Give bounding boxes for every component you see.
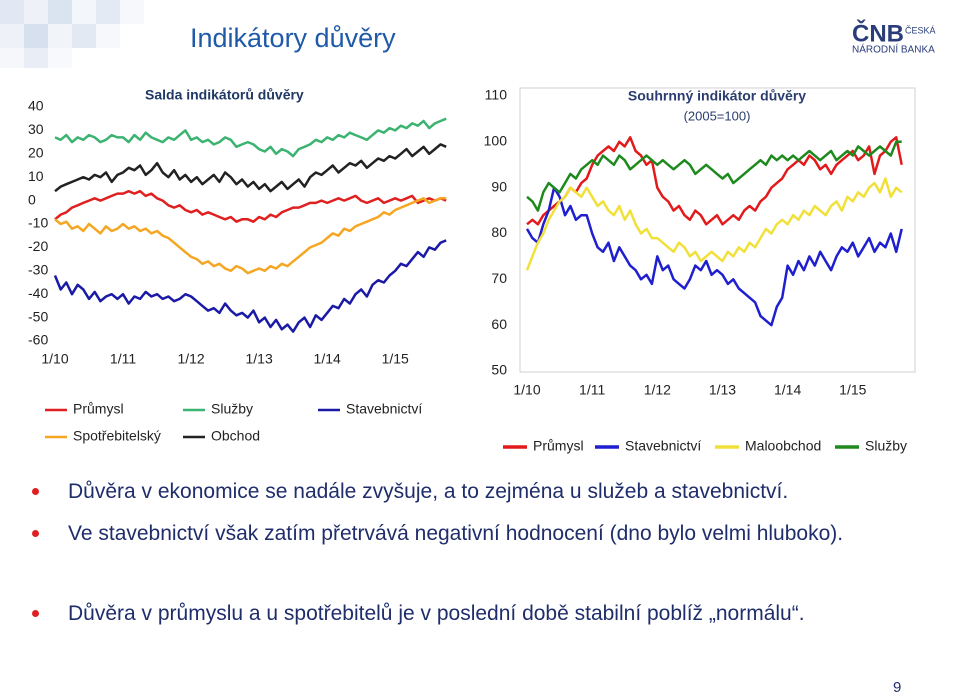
x-tick-label: 1/15 [382,351,409,367]
y-tick-label: 50 [491,362,507,378]
chart-title: Souhrnný indikátor důvěry [628,88,806,104]
series-line [525,186,903,327]
legend-label: Spotřebitelský [73,428,161,444]
x-tick-label: 1/10 [513,382,540,398]
legend-label: Služby [865,438,907,454]
legend-label: Maloobchod [745,438,821,454]
series-line [525,177,903,271]
y-tick-label: 100 [484,133,508,149]
y-tick-label: 0 [28,191,36,207]
y-tick-label: -30 [28,262,48,278]
x-tick-label: 1/12 [644,382,671,398]
legend-label: Průmysl [73,401,124,417]
series-line [54,117,447,158]
y-tick-label: -20 [28,238,48,254]
y-tick-label: -60 [28,332,48,348]
y-tick-label: 20 [28,145,44,161]
series-line [526,140,902,212]
series-line [526,136,903,226]
y-tick-label: -10 [28,215,48,231]
bullet: Důvěra v průmyslu a u spotřebitelů je v … [32,600,918,627]
x-tick-label: 1/11 [579,382,605,398]
series-line [54,197,447,275]
y-tick-label: -40 [28,285,48,301]
y-tick-label: -50 [28,308,48,324]
bullet-text: Ve stavebnictví však zatím přetrvává neg… [68,522,844,545]
x-tick-label: 1/14 [314,351,341,367]
bullet-text: Důvěra v ekonomice se nadále zvyšuje, a … [68,480,789,503]
x-tick-label: 1/11 [110,351,136,367]
x-tick-label: 1/13 [245,351,272,367]
x-tick-label: 1/15 [839,382,866,398]
logo-line1: ČESKÁ [905,25,936,35]
series-line [54,189,447,223]
y-tick-label: 10 [28,168,44,184]
y-tick-label: 30 [28,121,44,137]
chart-subtitle: (2005=100) [684,108,751,123]
bullet: Důvěra v ekonomice se nadále zvyšuje, a … [32,478,918,505]
logo-brand: ČNB [852,19,904,47]
series-line [53,239,447,333]
y-tick-label: 110 [485,87,508,103]
series-line [54,143,447,193]
x-tick-label: 1/12 [177,351,204,367]
legend-label: Obchod [211,428,260,444]
page-number: 9 [893,679,901,696]
y-tick-label: 70 [491,270,507,286]
plot-frame [519,87,916,373]
mosaic [0,0,144,68]
bullet-text: Důvěra v průmyslu a u spotřebitelů je v … [68,602,805,625]
legend-label: Stavebnictví [346,401,422,417]
x-tick-label: 1/14 [774,382,801,398]
x-tick-label: 1/10 [41,351,68,367]
y-tick-label: 40 [28,98,44,114]
x-tick-label: 1/13 [709,382,736,398]
y-tick-label: 90 [491,178,507,194]
chart-title: Salda indikátorů důvěry [145,87,304,103]
bullet: Ve stavebnictví však zatím přetrvává neg… [32,520,858,547]
legend-label: Služby [211,401,253,417]
logo-line2: NÁRODNÍ BANKA [852,43,935,56]
legend-label: Průmysl [533,438,584,454]
legend-label: Stavebnictví [625,438,701,454]
y-tick-label: 60 [491,316,507,332]
slide-title: Indikátory důvěry [190,23,396,53]
y-tick-label: 80 [491,224,507,240]
